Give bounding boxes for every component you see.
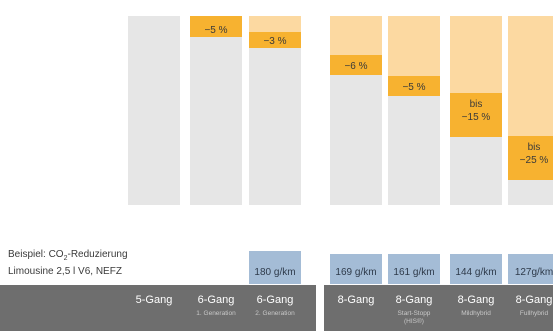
caption-line-2: Limousine 2,5 l V6, NEFZ bbox=[8, 266, 122, 277]
category-label: 6-Gang bbox=[198, 294, 235, 306]
reduction-label: −5 % bbox=[402, 82, 425, 93]
footer-band bbox=[0, 285, 553, 331]
reduction-label: −25 % bbox=[520, 155, 549, 166]
category-sublabel: (HIS®) bbox=[404, 317, 424, 325]
category-label: 6-Gang bbox=[257, 294, 294, 306]
reduction-bar bbox=[450, 93, 502, 137]
chart-caption: Beispiel: CO2-Reduzierung Limousine 2,5 … bbox=[8, 248, 128, 278]
emission-box bbox=[508, 254, 553, 284]
category-label: 8-Gang bbox=[338, 294, 375, 306]
caption-line-1: Beispiel: CO2-Reduzierung bbox=[8, 249, 128, 262]
emission-label: 169 g/km bbox=[335, 267, 376, 278]
emission-box bbox=[330, 254, 382, 284]
reduction-bar bbox=[388, 76, 440, 96]
category-sublabel: 2. Generation bbox=[255, 310, 295, 317]
footer-separator bbox=[316, 285, 324, 331]
category-sublabel: Mildhybrid bbox=[461, 310, 491, 317]
reduction-label: −6 % bbox=[344, 61, 367, 72]
reduction-label: −3 % bbox=[263, 36, 286, 47]
emission-label: 144 g/km bbox=[455, 267, 496, 278]
category-sublabel: Start-Stopp bbox=[398, 310, 431, 317]
base-bar bbox=[190, 16, 242, 205]
emission-label: 127g/km bbox=[515, 267, 553, 278]
reduction-bar bbox=[508, 136, 553, 180]
category-label: 8-Gang bbox=[458, 294, 495, 306]
category-label: 5-Gang bbox=[136, 294, 173, 306]
emission-label: 161 g/km bbox=[393, 267, 434, 278]
base-bar bbox=[128, 16, 180, 205]
reduction-bar-band bbox=[190, 21, 242, 37]
category-sublabel: 1. Generation bbox=[196, 310, 236, 317]
category-label: 8-Gang bbox=[396, 294, 433, 306]
emission-label: 180 g/km bbox=[254, 267, 295, 278]
category-sublabel: Fullhybrid bbox=[520, 310, 549, 317]
reduction-label: −15 % bbox=[462, 112, 491, 123]
emission-box bbox=[450, 254, 502, 284]
emission-box bbox=[249, 251, 301, 284]
reduction-bar bbox=[330, 55, 382, 75]
reduction-label: −5 % bbox=[204, 25, 227, 36]
category-label: 8-Gang bbox=[516, 294, 553, 306]
reduction-label: bis bbox=[528, 142, 541, 153]
reduction-label: bis bbox=[470, 99, 483, 110]
emission-box bbox=[388, 254, 440, 284]
reduction-bar-band bbox=[249, 32, 301, 48]
